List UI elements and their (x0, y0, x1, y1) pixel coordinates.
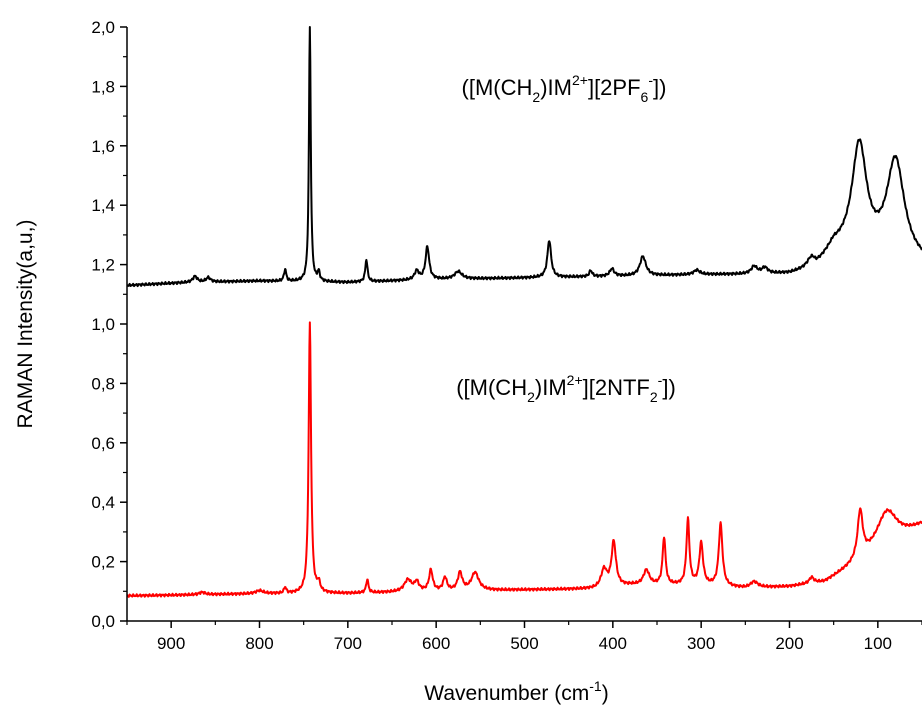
series-line-2 (126, 321, 922, 598)
annotation-part: 2+ (567, 372, 583, 388)
x-tick-label: 200 (775, 634, 803, 653)
x-tick-label: 900 (157, 634, 185, 653)
annotation-part: )IM (535, 375, 567, 400)
x-tick-label: 800 (245, 634, 273, 653)
annotation-part: 2 (527, 389, 535, 405)
x-axis-title-end: ) (602, 682, 609, 705)
annotation-part: ([M(CH (462, 75, 533, 100)
y-axis-ticks: 0,0 0,2 0,4 0,6 0,8 1,0 1,2 1,4 1,6 1,8 2,0 (91, 18, 127, 631)
series-layer (126, 26, 922, 598)
annotation-part: - (658, 372, 663, 388)
annotation-part: 6 (641, 89, 649, 105)
annotation-part: )IM (540, 75, 572, 100)
annotation-part: ][2PF (588, 75, 641, 100)
y-tick-label: 0,8 (91, 374, 115, 393)
y-tick-label: 1,2 (91, 256, 115, 275)
annotation-part: ]) (662, 375, 675, 400)
x-axis-ticks: 900 800 700 600 500 400 300 200 100 (126, 621, 922, 653)
x-tick-label: 600 (422, 634, 450, 653)
y-tick-label: 0,0 (91, 612, 115, 631)
x-axis-title: Wavenumber (cm-1) (424, 678, 608, 705)
y-tick-label: 0,2 (91, 553, 115, 572)
y-tick-label: 1,4 (91, 196, 115, 215)
y-axis-title: RAMAN Intensity(a,u,) (14, 220, 37, 429)
y-tick-label: 0,6 (91, 434, 115, 453)
series-line-1 (126, 26, 922, 288)
y-tick-label: 2,0 (91, 18, 115, 37)
x-tick-label: 400 (599, 634, 627, 653)
annotation-part: - (648, 72, 653, 88)
annotation-part: ]) (653, 75, 666, 100)
y-tick-label: 1,0 (91, 315, 115, 334)
annotation-2: ([M(CH2)IM2+][2NTF2-]) (456, 372, 676, 405)
annotation-part: 2 (650, 389, 658, 405)
y-tick-label: 1,6 (91, 137, 115, 156)
annotation-part: 2 (532, 89, 540, 105)
x-tick-label: 700 (334, 634, 362, 653)
x-tick-label: 500 (510, 634, 538, 653)
annotation-part: ][2NTF (583, 375, 650, 400)
x-tick-label: 100 (864, 634, 892, 653)
annotation-part: 2+ (572, 72, 588, 88)
y-tick-label: 0,4 (91, 493, 115, 512)
annotation-part: ([M(CH (456, 375, 527, 400)
annotation-1: ([M(CH2)IM2+][2PF6-]) (462, 72, 667, 105)
x-tick-label: 300 (687, 634, 715, 653)
x-axis-title-sup: -1 (589, 678, 602, 694)
x-axis-title-main: Wavenumber (cm (424, 682, 589, 705)
y-tick-label: 1,8 (91, 77, 115, 96)
annotations: ([M(CH2)IM2+][2PF6-])([M(CH2)IM2+][2NTF2… (456, 72, 676, 405)
